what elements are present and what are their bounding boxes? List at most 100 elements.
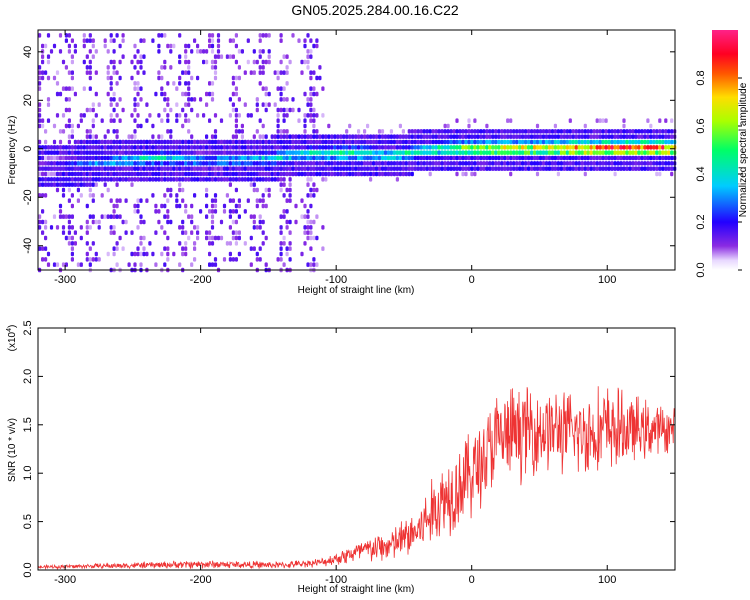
spectrogram-cell bbox=[354, 139, 358, 145]
spectrogram-cell bbox=[667, 139, 671, 145]
spectrogram-cell bbox=[213, 171, 218, 177]
spectrogram-cell bbox=[91, 219, 95, 225]
spectrogram-cell bbox=[61, 113, 66, 118]
spectrogram-cell bbox=[139, 97, 143, 102]
spectrogram-cell bbox=[178, 150, 182, 155]
spectrogram-cell bbox=[196, 166, 200, 171]
spectrogram-cell bbox=[118, 177, 122, 182]
spectrogram-cell bbox=[646, 129, 650, 134]
spectrogram-cell bbox=[556, 166, 560, 171]
spectrogram-cell bbox=[151, 171, 155, 177]
spectrogram-cell bbox=[234, 209, 238, 214]
spectrogram-cell bbox=[124, 150, 128, 155]
spectrogram-cell bbox=[46, 171, 51, 177]
spectrogram-cell bbox=[91, 171, 95, 177]
spectrogram-cell bbox=[619, 161, 623, 166]
spectrogram-cell bbox=[449, 129, 453, 134]
spectrogram-cell bbox=[285, 70, 289, 75]
spectrogram-cell bbox=[136, 123, 140, 129]
spectrogram-cell bbox=[282, 113, 286, 118]
spectrogram-cell bbox=[85, 38, 89, 43]
spectrogram-cell bbox=[363, 166, 367, 171]
spectrogram-cell bbox=[559, 150, 563, 155]
spectrogram-cell bbox=[94, 171, 98, 177]
spectrogram-cell bbox=[151, 155, 155, 161]
spectrogram-cell bbox=[243, 150, 247, 155]
spectrogram-cell bbox=[309, 86, 313, 91]
spectrogram-cell bbox=[479, 139, 483, 145]
spectrogram-cell bbox=[583, 155, 587, 161]
spectrogram-cell bbox=[264, 171, 268, 177]
x-tick-label: 100 bbox=[598, 574, 616, 586]
spectrogram-cell bbox=[199, 171, 203, 177]
spectrogram-cell bbox=[276, 134, 280, 139]
spectrogram-cell bbox=[208, 91, 212, 97]
spectrogram-cell bbox=[276, 150, 280, 155]
spectrogram-cell bbox=[187, 59, 191, 65]
spectrogram-cell bbox=[291, 161, 295, 166]
spectrogram-cell bbox=[592, 134, 596, 139]
spectrogram-cell bbox=[130, 113, 134, 118]
spectrogram-cell bbox=[234, 219, 238, 225]
spectrogram-cell bbox=[160, 225, 164, 230]
spectrogram-cell bbox=[309, 102, 313, 107]
spectrogram-cell bbox=[181, 91, 185, 97]
spectrogram-cell bbox=[395, 155, 399, 161]
spectrogram-cell bbox=[592, 155, 596, 161]
spectrogram-cell bbox=[100, 214, 104, 219]
spectrogram-cell bbox=[44, 219, 48, 225]
spectrogram-cell bbox=[658, 129, 662, 134]
spectrogram-cell bbox=[544, 161, 549, 166]
spectrogram-cell bbox=[461, 129, 465, 134]
spectrogram-cell bbox=[196, 171, 200, 177]
spectrogram-cell bbox=[178, 166, 182, 171]
spectrogram-cell bbox=[589, 134, 593, 139]
spectrogram-cell bbox=[407, 150, 411, 155]
spectrogram-cell bbox=[416, 129, 420, 134]
spectrogram-cell bbox=[222, 150, 227, 155]
spectrogram-cell bbox=[467, 134, 471, 139]
spectrogram-cell bbox=[377, 155, 382, 161]
spectrogram-cell bbox=[184, 59, 188, 65]
spectrogram-cell bbox=[52, 214, 57, 219]
spectrogram-cell bbox=[661, 161, 665, 166]
spectrogram-cell bbox=[455, 161, 459, 166]
spectrogram-cell bbox=[416, 145, 420, 150]
spectrogram-cell bbox=[58, 171, 63, 177]
spectrogram-cell bbox=[49, 49, 54, 54]
spectrogram-cell bbox=[455, 155, 459, 161]
spectrogram-cell bbox=[261, 241, 265, 246]
spectrogram-cell bbox=[592, 139, 596, 145]
spectrogram-cell bbox=[261, 134, 265, 139]
spectrogram-cell bbox=[479, 166, 483, 171]
spectrogram-cell bbox=[237, 155, 241, 161]
spectrogram-cell bbox=[193, 225, 197, 230]
spectrogram-cell bbox=[67, 230, 71, 235]
spectrogram-cell bbox=[58, 203, 63, 209]
spectrogram-cell bbox=[309, 49, 313, 54]
spectrogram-cell bbox=[234, 123, 238, 129]
spectrogram-cell bbox=[449, 155, 453, 161]
spectrogram-cell bbox=[294, 219, 298, 225]
spectrogram-cell bbox=[348, 171, 352, 177]
spectrogram-cell bbox=[103, 214, 107, 219]
spectrogram-cell bbox=[208, 161, 212, 166]
spectrogram-cell bbox=[547, 150, 552, 155]
spectrogram-cell bbox=[395, 166, 399, 171]
spectrogram-cell bbox=[553, 145, 557, 150]
spectrogram-cell bbox=[652, 134, 656, 139]
spectrogram-cell bbox=[181, 70, 185, 75]
spectrogram-cell bbox=[70, 214, 74, 219]
spectrogram-cell bbox=[160, 118, 164, 123]
spectrogram-cell bbox=[315, 171, 319, 177]
spectrogram-cell bbox=[434, 155, 438, 161]
spectrogram-cell bbox=[288, 139, 292, 145]
spectrogram-cell bbox=[318, 171, 322, 177]
spectrogram-cell bbox=[416, 155, 420, 161]
spectrogram-cell bbox=[577, 129, 581, 134]
spectrogram-cell bbox=[583, 166, 587, 171]
spectrogram-cell bbox=[291, 97, 295, 102]
spectrogram-cell bbox=[464, 171, 468, 177]
spectrogram-cell bbox=[547, 129, 552, 134]
spectrogram-cell bbox=[38, 107, 42, 113]
